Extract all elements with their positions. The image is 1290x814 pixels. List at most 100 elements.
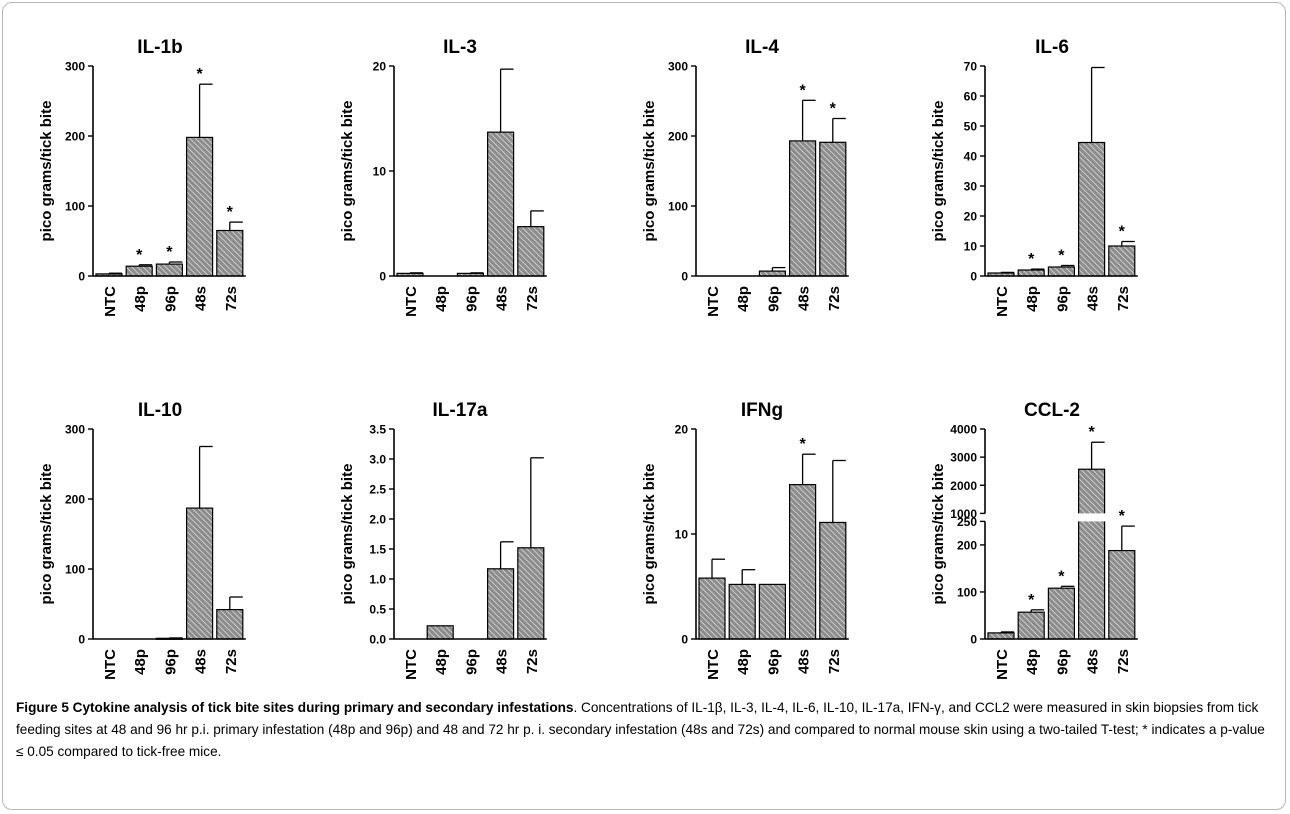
x-tick-label: 48p bbox=[433, 649, 450, 675]
x-tick-label: 72s bbox=[826, 286, 843, 311]
x-tick-label: 72s bbox=[524, 286, 541, 311]
significance-marker: * bbox=[799, 436, 806, 453]
caption-label: Figure 5 Cytokine analysis of tick bite … bbox=[16, 700, 574, 715]
panel-title: IFNg bbox=[741, 400, 783, 421]
significance-marker: * bbox=[227, 204, 234, 221]
chart-panel-il-1b: IL-1b pico grams/tick bite 0 100 200 300 NTC * 4… bbox=[38, 37, 246, 317]
panel-title: IL-6 bbox=[1035, 37, 1069, 58]
x-tick-label: 48s bbox=[193, 286, 210, 311]
significance-marker: * bbox=[1028, 251, 1035, 268]
x-tick-label: 96p bbox=[463, 286, 480, 312]
y-tick-label: 2.0 bbox=[369, 513, 386, 527]
x-tick-label: 72s bbox=[1115, 286, 1132, 311]
x-tick-label: NTC bbox=[102, 649, 119, 680]
x-tick-label: 72s bbox=[223, 286, 240, 311]
x-tick-label: 48p bbox=[735, 649, 752, 675]
bar bbox=[819, 141, 847, 277]
bar bbox=[1077, 141, 1106, 277]
bar bbox=[487, 568, 515, 640]
bar bbox=[987, 632, 1015, 640]
x-tick-label: 96p bbox=[1054, 286, 1071, 312]
caption-text: . Concentrations of IL-1β, IL-3, IL-4, I… bbox=[16, 700, 1265, 759]
significance-marker: * bbox=[1088, 424, 1095, 441]
panel-title: IL-3 bbox=[443, 37, 477, 58]
significance-marker: * bbox=[1119, 508, 1126, 525]
chart-panel-il-3: IL-3 pico grams/tick bite 0 10 20 NTC 48p 96p 48… bbox=[339, 37, 547, 317]
y-tick-label: 100 bbox=[65, 200, 85, 214]
bar bbox=[216, 608, 244, 640]
y-tick-label: 3000 bbox=[950, 451, 977, 465]
x-tick-label: 48s bbox=[796, 649, 813, 674]
y-tick-label: 10 bbox=[964, 240, 978, 254]
x-tick-label: NTC bbox=[102, 286, 119, 317]
x-tick-label: 48s bbox=[1085, 286, 1102, 311]
x-tick-label: 96p bbox=[162, 286, 179, 312]
y-tick-label: 70 bbox=[964, 60, 978, 74]
y-tick-label: 300 bbox=[668, 60, 688, 74]
y-tick-label: 2.5 bbox=[369, 483, 386, 497]
y-axis-label: pico grams/tick bite bbox=[38, 464, 55, 605]
chart-panel-ifng: IFNg pico grams/tick bite 0 10 20 NTC 48p 96p * 4… bbox=[641, 400, 849, 680]
y-tick-label: 10 bbox=[675, 528, 689, 542]
y-tick-label: 1.0 bbox=[369, 573, 386, 587]
x-tick-label: 96p bbox=[765, 286, 782, 312]
significance-marker: * bbox=[136, 247, 143, 264]
x-tick-label: 48s bbox=[193, 649, 210, 674]
x-tick-label: 48p bbox=[1024, 649, 1041, 675]
significance-marker: * bbox=[1028, 592, 1035, 609]
y-tick-label: 250 bbox=[957, 515, 977, 529]
bar bbox=[517, 226, 545, 277]
bar bbox=[125, 265, 153, 277]
x-tick-label: 96p bbox=[1054, 649, 1071, 675]
bar bbox=[517, 547, 545, 640]
x-tick-label: 72s bbox=[1115, 649, 1132, 674]
x-tick-label: 48p bbox=[433, 286, 450, 312]
bar bbox=[155, 263, 183, 277]
y-tick-label: 0.5 bbox=[369, 603, 386, 617]
axis-break-gap bbox=[1077, 513, 1106, 522]
y-tick-label: 100 bbox=[668, 200, 688, 214]
x-tick-label: 96p bbox=[162, 649, 179, 675]
significance-marker: * bbox=[830, 101, 837, 118]
y-axis-label: pico grams/tick bite bbox=[930, 464, 947, 605]
y-tick-label: 2000 bbox=[950, 479, 977, 493]
significance-marker: * bbox=[1058, 568, 1065, 585]
y-tick-label: 200 bbox=[65, 493, 85, 507]
panel-title: IL-10 bbox=[138, 400, 182, 421]
y-tick-label: 0 bbox=[681, 633, 688, 647]
y-tick-label: 0 bbox=[78, 270, 85, 284]
bar bbox=[1108, 549, 1136, 640]
y-tick-label: 0.0 bbox=[369, 633, 386, 647]
x-tick-label: 48s bbox=[796, 286, 813, 311]
y-tick-label: 20 bbox=[964, 210, 978, 224]
bar bbox=[1017, 611, 1045, 640]
y-axis-label: pico grams/tick bite bbox=[641, 464, 658, 605]
y-tick-label: 300 bbox=[65, 60, 85, 74]
x-tick-label: 48p bbox=[132, 649, 149, 675]
y-tick-label: 60 bbox=[964, 90, 978, 104]
y-axis-label: pico grams/tick bite bbox=[930, 101, 947, 242]
significance-marker: * bbox=[196, 66, 203, 83]
bar bbox=[788, 140, 817, 277]
significance-marker: * bbox=[1119, 224, 1126, 241]
panel-title: IL-4 bbox=[745, 37, 779, 58]
y-axis-label: pico grams/tick bite bbox=[38, 101, 55, 242]
bar bbox=[758, 583, 787, 640]
y-tick-label: 20 bbox=[675, 423, 689, 437]
x-tick-label: 48s bbox=[494, 286, 511, 311]
chart-panel-il-6: IL-6 pico grams/tick bite 0 10 20 30 40 50 60 70 N… bbox=[930, 37, 1138, 317]
x-tick-label: 72s bbox=[223, 649, 240, 674]
y-tick-label: 50 bbox=[964, 120, 978, 134]
y-tick-label: 0 bbox=[970, 270, 977, 284]
bar bbox=[698, 577, 726, 640]
bar bbox=[728, 583, 756, 640]
bar bbox=[426, 625, 454, 640]
y-tick-label: 1000 bbox=[950, 507, 977, 521]
significance-marker: * bbox=[166, 244, 173, 261]
y-axis-label: pico grams/tick bite bbox=[339, 464, 356, 605]
y-axis-label: pico grams/tick bite bbox=[641, 101, 658, 242]
x-tick-label: 96p bbox=[765, 649, 782, 675]
bar bbox=[1017, 269, 1045, 277]
y-tick-label: 200 bbox=[65, 130, 85, 144]
